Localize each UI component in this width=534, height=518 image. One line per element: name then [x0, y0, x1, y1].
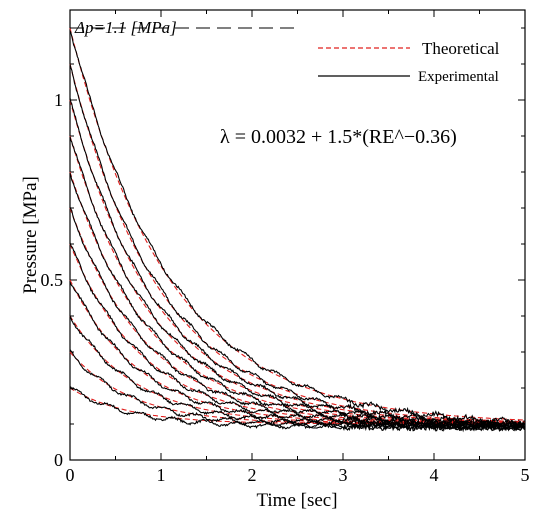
- x-tick-label: 3: [339, 465, 348, 485]
- y-axis-label: Pressure [MPa]: [20, 176, 41, 294]
- theoretical-curve: [69, 243, 525, 425]
- experimental-curve: [69, 172, 526, 431]
- experimental-curve: [69, 64, 526, 430]
- experimental-curve: [69, 30, 526, 427]
- y-tick-labels: 00.51: [41, 90, 64, 470]
- x-axis-label: Time [sec]: [256, 490, 337, 511]
- legend-theoretical-label: Theoretical: [422, 39, 500, 58]
- x-tick-labels: 0 1 2 3 4 5: [66, 465, 530, 485]
- data-lines: [69, 27, 526, 433]
- dp-annotation: Δp=1.1 [MPa]: [74, 18, 177, 37]
- theoretical-curve: [69, 207, 525, 424]
- x-tick-label: 0: [66, 465, 75, 485]
- legend-experimental-label: Experimental: [418, 69, 499, 85]
- friction-equation: λ = 0.0032 + 1.5*(RE^−0.36): [220, 126, 457, 148]
- x-tick-label: 1: [157, 465, 166, 485]
- theoretical-curve: [69, 27, 526, 421]
- experimental-curve: [69, 315, 526, 432]
- y-tick-label: 0: [54, 450, 63, 470]
- x-tick-label: 4: [430, 465, 439, 485]
- theoretical-curve: [69, 135, 525, 424]
- axis-ticks: [69, 10, 526, 461]
- experimental-curve: [69, 136, 526, 431]
- y-tick-label: 0.5: [41, 270, 64, 290]
- x-tick-label: 5: [521, 465, 530, 485]
- experimental-curve: [69, 242, 526, 432]
- x-tick-label: 2: [248, 465, 257, 485]
- plot-area: [69, 9, 526, 461]
- theoretical-curve: [69, 351, 525, 425]
- legend: Theoretical Experimental: [318, 39, 500, 85]
- theoretical-curve: [69, 99, 525, 423]
- theoretical-curve: [69, 315, 525, 425]
- y-tick-label: 1: [54, 90, 63, 110]
- theoretical-curve: [69, 63, 526, 423]
